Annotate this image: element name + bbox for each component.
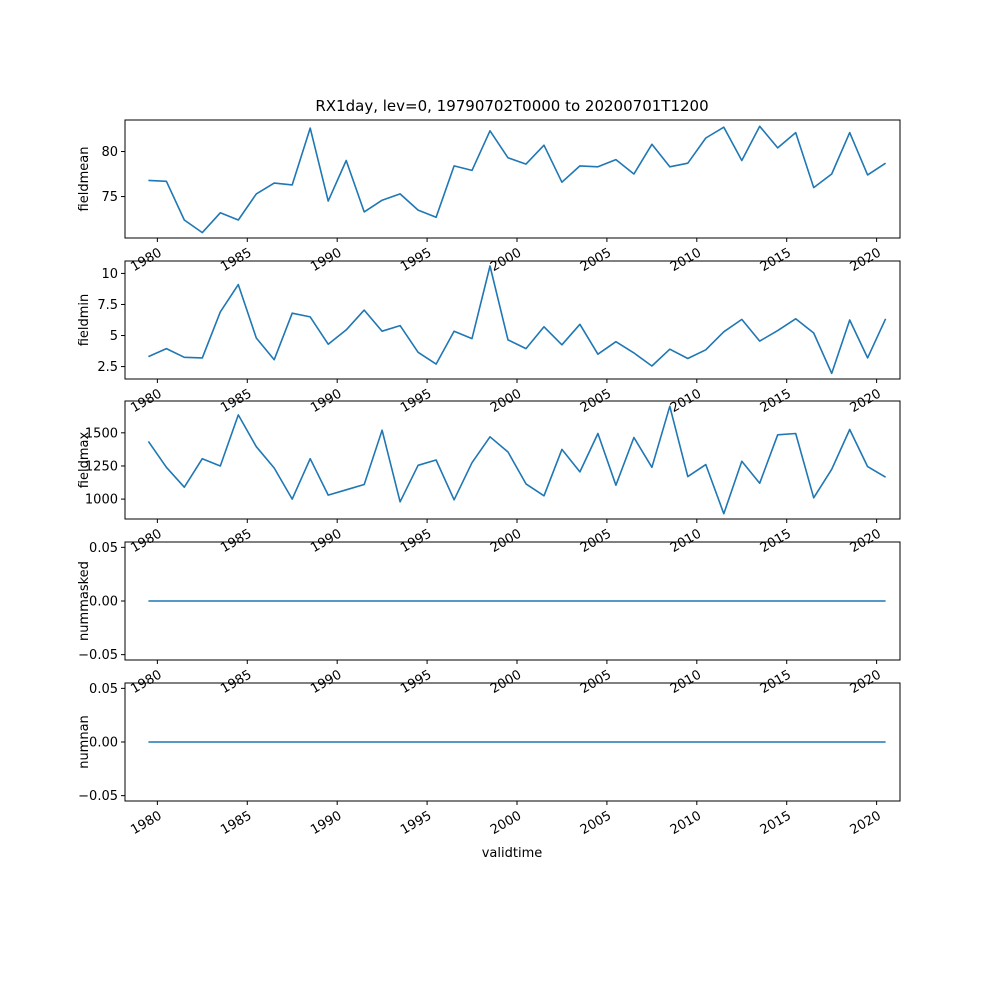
y-tick-label: 0.05 <box>89 682 118 697</box>
x-tick-label: 2005 <box>578 667 614 697</box>
subplots: 75 80 1980 1985 1990 1995 2000 2005 2010 2015 2020… <box>77 119 901 838</box>
x-tick-label: 1990 <box>308 245 344 275</box>
y-tick-label: −0.05 <box>78 789 118 804</box>
axes-frame <box>124 119 901 239</box>
x-tick-label: 2000 <box>488 667 524 697</box>
x-tick-label: 2010 <box>668 526 704 556</box>
y-tick-label: 0.05 <box>89 541 118 556</box>
axes-frame <box>124 400 901 520</box>
x-tick-label: 1985 <box>218 667 254 697</box>
series-line-fieldmean <box>148 125 887 234</box>
x-tick-label: 1990 <box>308 667 344 697</box>
subplot-fieldmean: 75 80 1980 1985 1990 1995 2000 2005 2010 2015 2020… <box>77 119 901 275</box>
x-tick-label: 1995 <box>398 526 434 556</box>
x-tick-label: 2020 <box>848 667 884 697</box>
x-tick-label: 2005 <box>578 245 614 275</box>
y-tick-label: 1000 <box>85 493 118 508</box>
x-tick-label: 1995 <box>398 667 434 697</box>
x-tick-label: 2015 <box>758 667 794 697</box>
x-tick-label: 2010 <box>668 667 704 697</box>
x-tick-label: 1990 <box>308 808 344 838</box>
subplot-numnan: −0.05 0.00 0.05 1980 1985 1990 1995 2000 2005 201… <box>77 682 901 838</box>
y-tick-label: 1500 <box>85 426 118 441</box>
y-tick-label: 2.5 <box>97 360 118 375</box>
y-tick-label: 10 <box>101 267 118 282</box>
x-tick-label: 1985 <box>218 245 254 275</box>
x-tick-label: 2020 <box>848 808 884 838</box>
x-tick-label: 2000 <box>488 245 524 275</box>
x-tick-label: 2010 <box>668 808 704 838</box>
series-line-fieldmin <box>148 265 887 375</box>
x-tick-label: 2015 <box>758 526 794 556</box>
y-tick-label: 75 <box>101 190 118 205</box>
x-tick-label: 1980 <box>128 808 164 838</box>
y-axis-label: numnan <box>77 715 92 769</box>
subplot-fieldmax: 1000 1250 1500 1980 1985 1990 1995 2000 2005 2010… <box>77 400 901 556</box>
x-tick-label: 2000 <box>488 526 524 556</box>
x-tick-label: 2015 <box>758 808 794 838</box>
y-tick-label: 80 <box>101 145 118 160</box>
axes-frame <box>124 260 901 380</box>
y-axis-label: fieldmean <box>77 147 92 212</box>
y-tick-label: 7.5 <box>97 298 118 313</box>
x-tick-label: 2015 <box>758 245 794 275</box>
x-tick-label: 2010 <box>668 245 704 275</box>
x-tick-label: 2000 <box>488 808 524 838</box>
x-tick-label: 1985 <box>218 526 254 556</box>
x-tick-label: 1995 <box>398 245 434 275</box>
x-tick-label: 1985 <box>218 808 254 838</box>
y-tick-label: 0.00 <box>89 595 118 610</box>
x-axis-label: validtime <box>482 846 543 861</box>
y-axis-label: nummasked <box>77 561 92 641</box>
series-line-fieldmax <box>147 405 887 515</box>
x-tick-label: 2020 <box>848 245 884 275</box>
x-tick-label: 1980 <box>128 526 164 556</box>
y-tick-label: 1250 <box>85 459 118 474</box>
y-tick-label: 0.00 <box>89 736 118 751</box>
y-axis-label: fieldmax <box>77 432 92 489</box>
x-tick-label: 2020 <box>848 526 884 556</box>
x-tick-label: 1980 <box>128 245 164 275</box>
x-tick-label: 1995 <box>398 808 434 838</box>
chart-title: RX1day, lev=0, 19790702T0000 to 20200701… <box>315 97 708 115</box>
subplot-nummasked: −0.05 0.00 0.05 1980 1985 1990 1995 2000 2005 201… <box>77 541 901 697</box>
y-axis-label: fieldmin <box>77 294 92 347</box>
x-tick-label: 2005 <box>578 808 614 838</box>
y-tick-label: −0.05 <box>78 648 118 663</box>
x-tick-label: 1980 <box>128 667 164 697</box>
x-tick-label: 1990 <box>308 526 344 556</box>
y-tick-label: 5 <box>110 329 118 344</box>
x-tick-label: 2005 <box>578 526 614 556</box>
